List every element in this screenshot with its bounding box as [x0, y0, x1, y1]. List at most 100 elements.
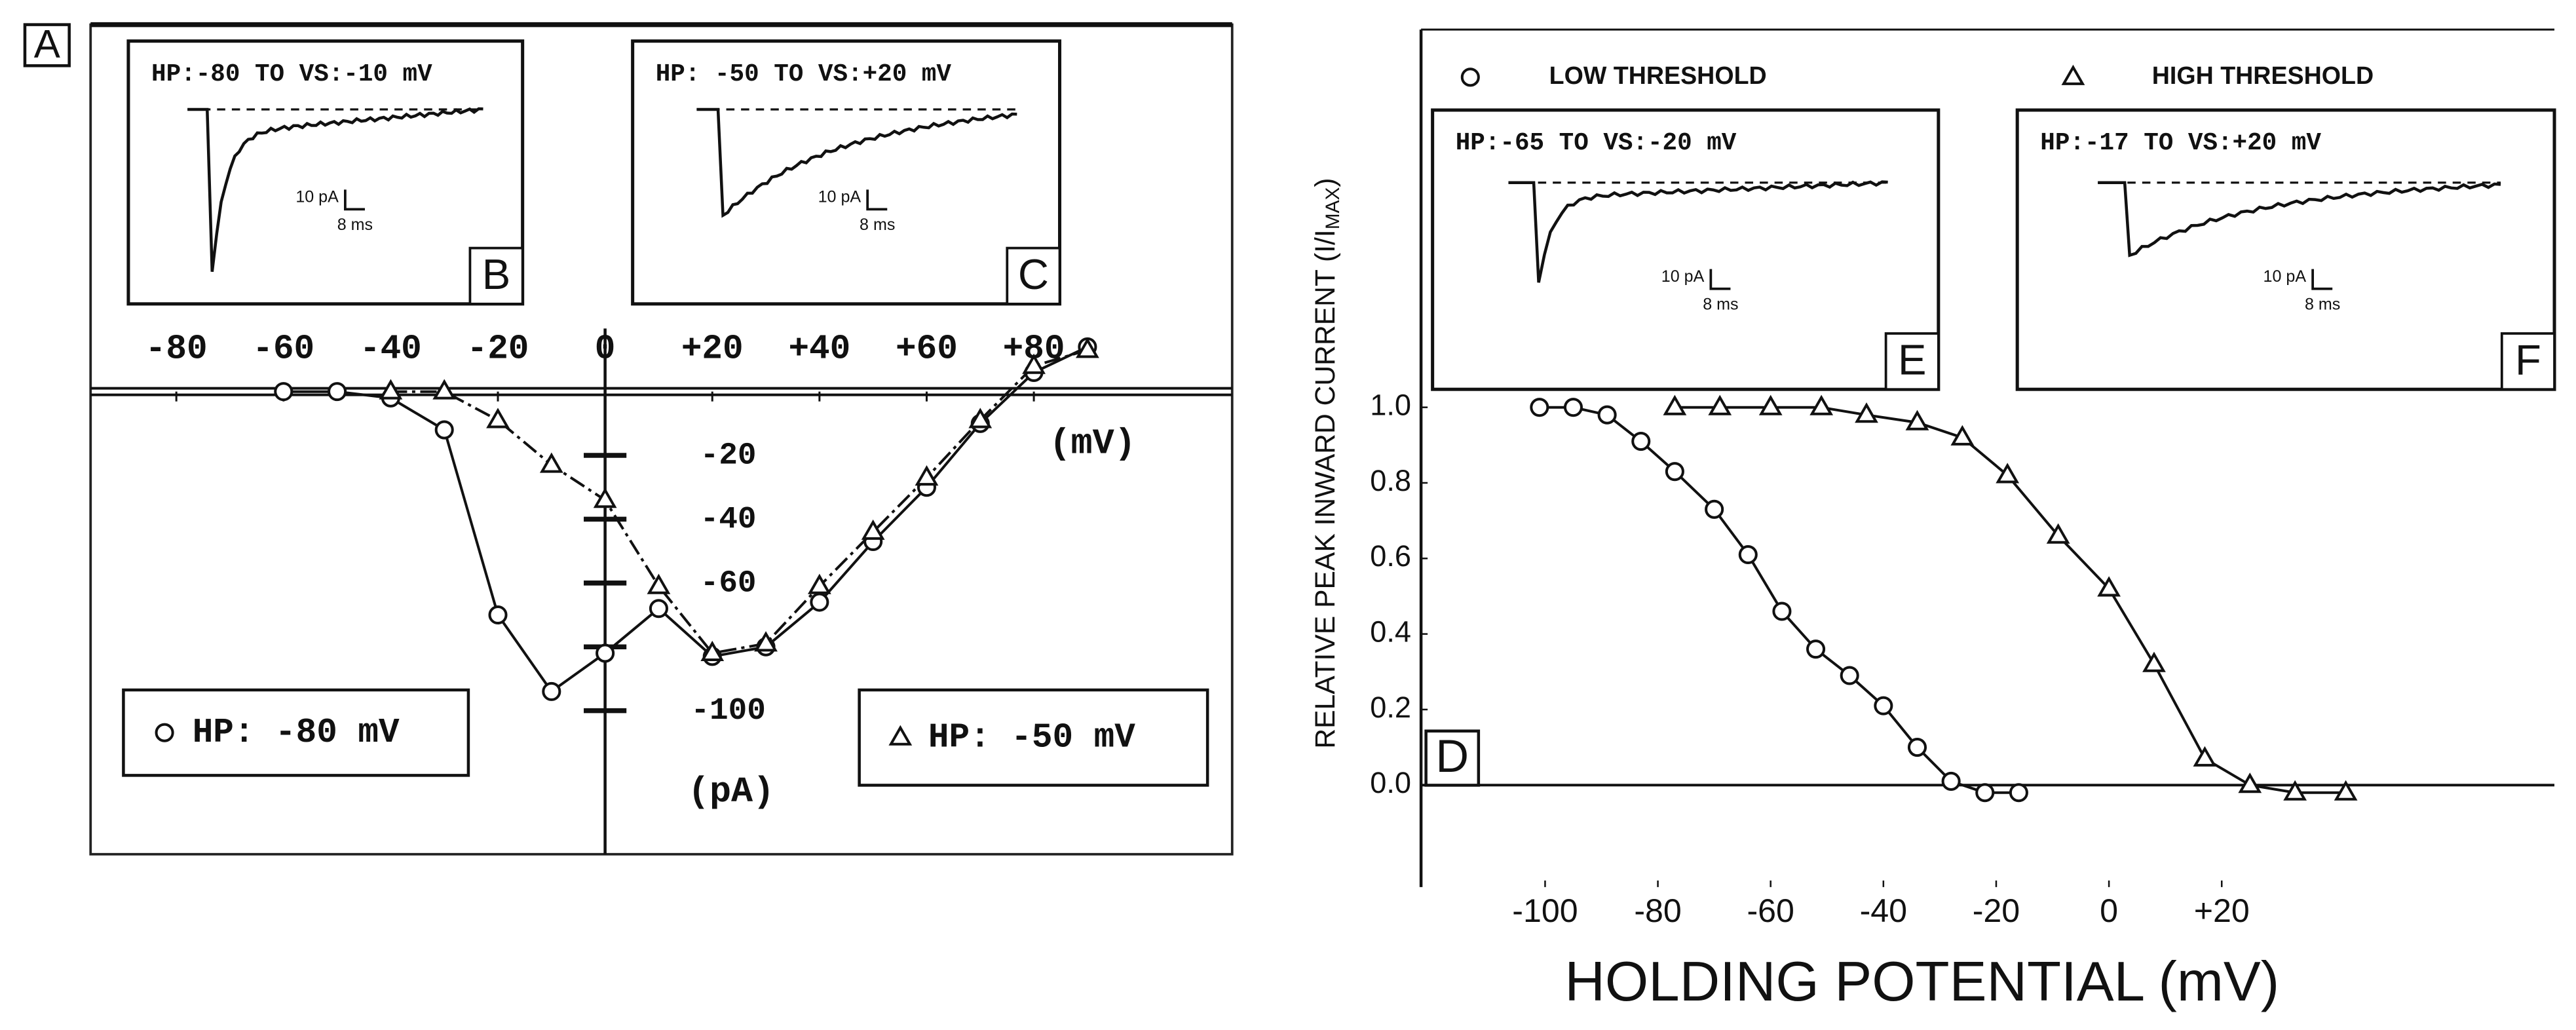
circle-marker — [328, 382, 347, 402]
inset-title: HP:-80 TO VS:-10 mV — [151, 61, 432, 88]
circle-marker — [1631, 432, 1651, 451]
triangle-marker — [2061, 64, 2085, 85]
y-axis-label: (pA) — [688, 771, 774, 812]
inset-frame — [2015, 108, 2556, 391]
triangle-marker — [807, 573, 831, 594]
inset-frame — [1431, 108, 1941, 391]
circle-marker — [155, 723, 174, 742]
triangle-marker — [2142, 651, 2166, 672]
triangle-marker — [432, 379, 457, 400]
circle-marker — [810, 592, 829, 612]
inset-letter-box — [2500, 332, 2556, 391]
inset-trace — [187, 107, 483, 272]
triangle-marker — [1809, 394, 1834, 415]
circle-marker — [1563, 398, 1583, 417]
circle-marker — [488, 605, 508, 625]
y-tick-label: 1.0 — [1370, 389, 1411, 422]
triangle-marker — [1708, 394, 1732, 415]
triangle-marker — [888, 725, 913, 746]
x-tick-label: -40 — [360, 329, 422, 368]
inset-letter: F — [2515, 335, 2541, 383]
scale-bar — [1709, 269, 1731, 290]
scale-current: 10 pA — [2263, 267, 2307, 286]
triangle-marker — [1075, 337, 1099, 358]
y-tick-label: 0.4 — [1370, 615, 1411, 649]
triangle-marker — [539, 452, 563, 473]
y-tick-label: -40 — [700, 502, 757, 537]
circle-marker — [1772, 601, 1792, 621]
y-tick-label: -20 — [700, 438, 757, 474]
scale-current: 10 pA — [295, 187, 339, 206]
scale-time: 8 ms — [860, 216, 895, 234]
panel-label-box — [1424, 729, 1481, 787]
triangle-marker — [647, 573, 671, 594]
scale-time: 8 ms — [337, 216, 373, 234]
inset-frame — [126, 39, 525, 306]
scale-bar — [866, 189, 888, 211]
panel-label-box — [23, 23, 71, 67]
circle-marker — [1705, 499, 1724, 519]
panel-label: A — [34, 22, 60, 66]
inset-trace — [2098, 181, 2501, 258]
inset-letter: E — [1898, 335, 1926, 383]
x-tick-label: -80 — [1634, 892, 1681, 929]
x-tick-label: +20 — [2194, 892, 2250, 929]
triangle-marker — [968, 408, 993, 429]
triangle-marker — [1663, 394, 1687, 415]
inset-title: HP:-65 TO VS:-20 mV — [1456, 130, 1737, 157]
inset-title: HP:-17 TO VS:+20 mV — [2040, 130, 2321, 157]
scale-time: 8 ms — [1703, 295, 1738, 313]
triangle-marker — [1758, 394, 1783, 415]
triangle-marker — [593, 487, 617, 508]
x-axis-label: HOLDING POTENTIAL (mV) — [1564, 951, 2279, 1013]
panel-label: D — [1435, 730, 1469, 782]
triangle-marker — [2334, 780, 2358, 801]
y-axis-label-part: MAX — [1322, 187, 1344, 230]
scale-bar — [344, 189, 365, 211]
triangle-marker — [2097, 576, 2121, 597]
circle-marker — [649, 599, 668, 619]
circle-marker — [1941, 771, 1961, 791]
circle-marker — [1975, 783, 1995, 803]
series-line — [283, 345, 1088, 694]
triangle-marker — [2046, 523, 2070, 544]
legend-box — [858, 688, 1209, 787]
circle-marker — [2009, 783, 2028, 803]
circle-marker — [274, 382, 294, 402]
scale-current: 10 pA — [1661, 267, 1705, 286]
x-tick-label: -20 — [1973, 892, 2020, 929]
x-tick-label: -20 — [467, 329, 529, 368]
y-tick-label: -100 — [691, 693, 765, 729]
triangle-marker — [915, 465, 939, 486]
triangle-marker — [1905, 410, 1929, 430]
x-tick-label: -60 — [1747, 892, 1794, 929]
circle-marker — [1806, 639, 1826, 659]
triangle-marker — [2283, 780, 2307, 801]
inset-letter: B — [482, 250, 510, 298]
circle-marker — [542, 681, 561, 701]
legend-label: HP: -80 mV — [193, 713, 400, 752]
legend-label: HIGH THRESHOLD — [2152, 62, 2374, 89]
inset-letter-box — [1006, 246, 1061, 305]
circle-marker — [1665, 462, 1684, 482]
inset-letter: C — [1018, 250, 1049, 298]
circle-marker — [1840, 666, 1859, 685]
y-tick-label: 0.8 — [1370, 464, 1411, 497]
triangle-marker — [379, 379, 403, 400]
y-tick-label: -60 — [700, 565, 757, 601]
y-axis-label-part: RELATIVE PEAK INWARD CURRENT (I/I — [1310, 229, 1341, 748]
scale-time: 8 ms — [2305, 295, 2340, 313]
scale-bar — [2311, 269, 2333, 290]
triangle-marker — [1950, 425, 1975, 446]
circle-marker — [1874, 696, 1893, 715]
scale-current: 10 pA — [818, 187, 862, 206]
triangle-marker — [1022, 353, 1046, 374]
triangle-marker — [1996, 463, 2020, 484]
x-tick-label: -100 — [1512, 892, 1578, 929]
circle-marker — [1460, 67, 1480, 87]
triangle-marker — [486, 408, 510, 429]
inset-letter-box — [468, 246, 524, 305]
inset-trace — [696, 107, 1017, 218]
